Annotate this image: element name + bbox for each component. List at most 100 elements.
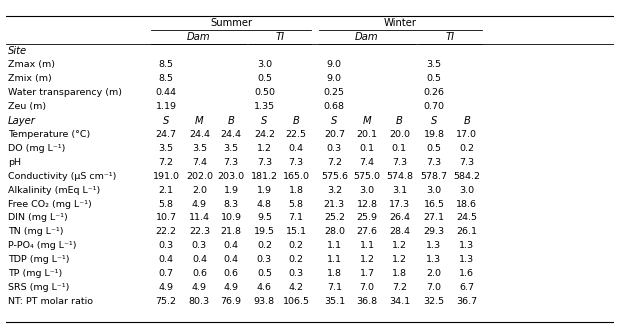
Text: 19.8: 19.8: [423, 130, 445, 139]
Text: 1.2: 1.2: [392, 255, 407, 264]
Text: 93.8: 93.8: [254, 297, 275, 306]
Text: 1.8: 1.8: [327, 269, 342, 278]
Text: 7.3: 7.3: [257, 158, 272, 167]
Text: S: S: [331, 116, 337, 125]
Text: 0.6: 0.6: [192, 269, 207, 278]
Text: 11.4: 11.4: [189, 213, 210, 222]
Text: 575.0: 575.0: [353, 172, 381, 181]
Text: 29.3: 29.3: [423, 227, 445, 236]
Text: 10.9: 10.9: [221, 213, 242, 222]
Text: 21.3: 21.3: [324, 200, 345, 208]
Text: B: B: [396, 116, 403, 125]
Text: 7.1: 7.1: [327, 283, 342, 292]
Text: M: M: [195, 116, 204, 125]
Text: 0.1: 0.1: [360, 144, 374, 153]
Text: 1.7: 1.7: [360, 269, 374, 278]
Text: 0.2: 0.2: [257, 241, 272, 250]
Text: 15.1: 15.1: [286, 227, 306, 236]
Text: 36.8: 36.8: [356, 297, 378, 306]
Text: B: B: [463, 116, 470, 125]
Text: 8.5: 8.5: [159, 60, 174, 69]
Text: 5.8: 5.8: [159, 200, 174, 208]
Text: 0.1: 0.1: [392, 144, 407, 153]
Text: 0.5: 0.5: [257, 269, 272, 278]
Text: 7.3: 7.3: [427, 158, 441, 167]
Text: 1.1: 1.1: [327, 255, 342, 264]
Text: 7.3: 7.3: [223, 158, 239, 167]
Text: 0.5: 0.5: [257, 74, 272, 83]
Text: Alkalinity (mEq L⁻¹): Alkalinity (mEq L⁻¹): [8, 186, 100, 195]
Text: 1.6: 1.6: [459, 269, 474, 278]
Text: Zmix (m): Zmix (m): [8, 74, 52, 83]
Text: 3.0: 3.0: [360, 186, 374, 195]
Text: 22.5: 22.5: [286, 130, 306, 139]
Text: 0.26: 0.26: [423, 88, 445, 97]
Text: 2.0: 2.0: [192, 186, 207, 195]
Text: 25.9: 25.9: [356, 213, 378, 222]
Text: 1.35: 1.35: [254, 102, 275, 111]
Text: 7.0: 7.0: [360, 283, 374, 292]
Text: 20.0: 20.0: [389, 130, 410, 139]
Text: 12.8: 12.8: [356, 200, 378, 208]
Text: 2.1: 2.1: [159, 186, 174, 195]
Text: 3.1: 3.1: [392, 186, 407, 195]
Text: 1.19: 1.19: [156, 102, 177, 111]
Text: 0.68: 0.68: [324, 102, 345, 111]
Text: 22.2: 22.2: [156, 227, 177, 236]
Text: 24.5: 24.5: [456, 213, 477, 222]
Text: TDP (mg L⁻¹): TDP (mg L⁻¹): [8, 255, 69, 264]
Text: 5.8: 5.8: [288, 200, 304, 208]
Text: 3.2: 3.2: [327, 186, 342, 195]
Text: 75.2: 75.2: [156, 297, 177, 306]
Text: Dam: Dam: [355, 32, 379, 42]
Text: Free CO₂ (mg L⁻¹): Free CO₂ (mg L⁻¹): [8, 200, 92, 208]
Text: 0.4: 0.4: [224, 241, 239, 250]
Text: 7.0: 7.0: [427, 283, 441, 292]
Text: TI: TI: [446, 32, 455, 42]
Text: 1.2: 1.2: [392, 241, 407, 250]
Text: P-PO₄ (mg L⁻¹): P-PO₄ (mg L⁻¹): [8, 241, 76, 250]
Text: 0.70: 0.70: [423, 102, 445, 111]
Text: 165.0: 165.0: [283, 172, 309, 181]
Text: 9.0: 9.0: [327, 60, 342, 69]
Text: 0.4: 0.4: [224, 255, 239, 264]
Text: Winter: Winter: [384, 18, 417, 28]
Text: 24.2: 24.2: [254, 130, 275, 139]
Text: 1.1: 1.1: [360, 241, 374, 250]
Text: Layer: Layer: [8, 116, 36, 125]
Text: 7.4: 7.4: [360, 158, 374, 167]
Text: 0.2: 0.2: [288, 255, 304, 264]
Text: 0.3: 0.3: [257, 255, 272, 264]
Text: 575.6: 575.6: [321, 172, 348, 181]
Text: 1.1: 1.1: [327, 241, 342, 250]
Text: 0.4: 0.4: [288, 144, 304, 153]
Text: 24.4: 24.4: [221, 130, 242, 139]
Text: 0.4: 0.4: [192, 255, 207, 264]
Text: 26.4: 26.4: [389, 213, 410, 222]
Text: 7.2: 7.2: [392, 283, 407, 292]
Text: 28.4: 28.4: [389, 227, 410, 236]
Text: 35.1: 35.1: [324, 297, 345, 306]
Text: 27.1: 27.1: [423, 213, 445, 222]
Text: 3.5: 3.5: [159, 144, 174, 153]
Text: Dam: Dam: [187, 32, 210, 42]
Text: 24.4: 24.4: [189, 130, 210, 139]
Text: TI: TI: [276, 32, 285, 42]
Text: 0.5: 0.5: [427, 144, 441, 153]
Text: 25.2: 25.2: [324, 213, 345, 222]
Text: 4.6: 4.6: [257, 283, 272, 292]
Text: SRS (mg L⁻¹): SRS (mg L⁻¹): [8, 283, 69, 292]
Text: 7.3: 7.3: [392, 158, 407, 167]
Text: 20.1: 20.1: [356, 130, 378, 139]
Text: 191.0: 191.0: [153, 172, 180, 181]
Text: Conductivity (μS cm⁻¹): Conductivity (μS cm⁻¹): [8, 172, 117, 181]
Text: 574.8: 574.8: [386, 172, 413, 181]
Text: 21.8: 21.8: [221, 227, 242, 236]
Text: 24.7: 24.7: [156, 130, 177, 139]
Text: S: S: [163, 116, 169, 125]
Text: 181.2: 181.2: [251, 172, 278, 181]
Text: 4.8: 4.8: [257, 200, 272, 208]
Text: 0.50: 0.50: [254, 88, 275, 97]
Text: 1.2: 1.2: [257, 144, 272, 153]
Text: 0.2: 0.2: [288, 241, 304, 250]
